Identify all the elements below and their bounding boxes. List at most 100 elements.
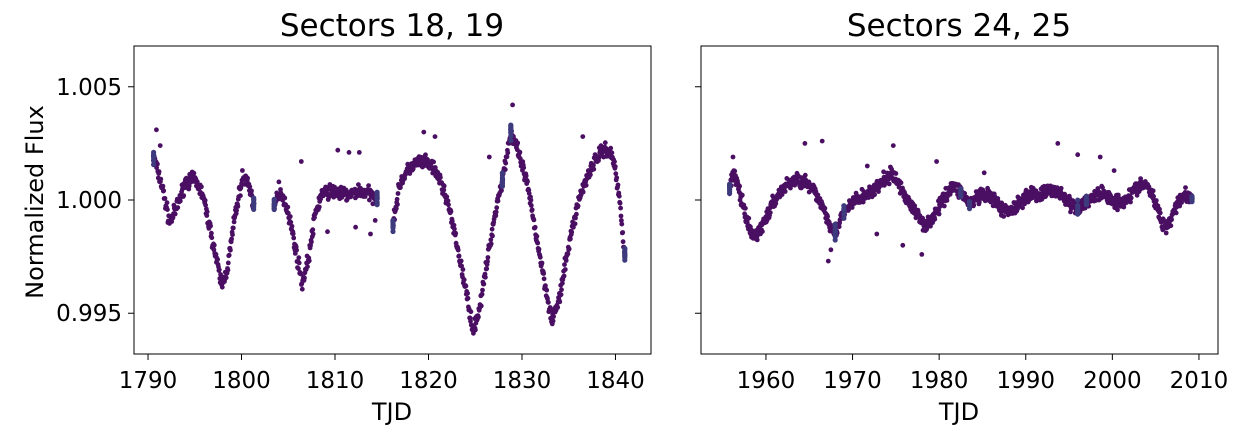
data-point bbox=[247, 184, 253, 190]
data-point bbox=[828, 222, 834, 228]
data-point bbox=[559, 287, 564, 293]
data-point bbox=[480, 287, 485, 293]
data-point bbox=[290, 231, 296, 237]
x-tick-label: 1800 bbox=[212, 368, 271, 394]
data-point bbox=[452, 226, 457, 232]
scatter-marks bbox=[727, 138, 1195, 264]
data-point bbox=[531, 217, 537, 223]
data-point bbox=[410, 166, 416, 172]
segment-edge-point bbox=[390, 217, 396, 223]
data-point bbox=[161, 188, 167, 194]
data-point bbox=[316, 204, 322, 210]
data-point bbox=[619, 221, 625, 227]
outlier-point bbox=[421, 129, 427, 135]
data-point bbox=[617, 200, 623, 206]
data-point bbox=[1169, 217, 1174, 223]
data-point bbox=[551, 314, 556, 319]
data-point bbox=[294, 247, 299, 253]
data-point bbox=[1151, 194, 1156, 199]
data-point bbox=[580, 189, 586, 195]
data-point bbox=[194, 179, 200, 185]
segment-edge-point bbox=[832, 237, 838, 243]
data-point bbox=[525, 179, 530, 185]
plot-frame bbox=[133, 45, 652, 355]
data-point bbox=[825, 214, 830, 220]
segment-edge-point bbox=[499, 179, 505, 185]
segment-edge-point bbox=[841, 206, 847, 212]
y-axis-label: Normalized Flux bbox=[21, 105, 49, 299]
data-point bbox=[541, 271, 547, 276]
data-point bbox=[199, 184, 204, 190]
data-point bbox=[211, 242, 217, 248]
data-point bbox=[1020, 205, 1025, 211]
data-point bbox=[558, 292, 564, 297]
data-point bbox=[191, 170, 197, 176]
data-point bbox=[754, 237, 760, 243]
segment-edge-point bbox=[151, 162, 157, 168]
segment-edge-point bbox=[622, 252, 628, 258]
data-point bbox=[158, 176, 164, 182]
data-point bbox=[517, 149, 523, 155]
data-point bbox=[620, 230, 626, 235]
data-point bbox=[226, 252, 232, 258]
data-point bbox=[494, 205, 500, 211]
segment-edge-point bbox=[499, 175, 505, 181]
data-point bbox=[881, 169, 886, 175]
segment-edge-point bbox=[374, 200, 380, 206]
outlier-point bbox=[353, 224, 358, 230]
data-point bbox=[503, 160, 509, 166]
data-point bbox=[458, 258, 464, 264]
data-point bbox=[305, 264, 310, 270]
data-point bbox=[245, 175, 251, 181]
data-point bbox=[941, 203, 947, 209]
data-point bbox=[204, 213, 210, 218]
data-point bbox=[886, 181, 892, 187]
data-point bbox=[216, 267, 222, 273]
data-point bbox=[488, 241, 494, 247]
data-point bbox=[612, 159, 617, 165]
data-point bbox=[591, 162, 596, 168]
data-point bbox=[473, 327, 478, 333]
data-point bbox=[619, 218, 624, 223]
data-point bbox=[614, 175, 620, 181]
segment-edge-point bbox=[1189, 195, 1195, 201]
data-point bbox=[476, 314, 481, 320]
data-point bbox=[523, 173, 529, 179]
data-point bbox=[230, 225, 236, 231]
data-point bbox=[484, 266, 490, 272]
data-point bbox=[229, 236, 235, 242]
data-point bbox=[860, 199, 866, 205]
x-tick-label: 1980 bbox=[910, 368, 969, 394]
segment-edge-point bbox=[622, 257, 628, 263]
data-point bbox=[561, 273, 567, 279]
segment-edge-point bbox=[151, 154, 157, 160]
x-tick-label: 1970 bbox=[823, 368, 882, 394]
segment-edge-point bbox=[958, 188, 964, 194]
data-point bbox=[309, 239, 314, 245]
data-point bbox=[461, 277, 467, 283]
data-point bbox=[541, 276, 547, 282]
data-point bbox=[306, 258, 312, 264]
data-point bbox=[560, 280, 565, 286]
outlier-point bbox=[890, 143, 896, 149]
data-point bbox=[485, 259, 490, 264]
x-axis-label: TJD bbox=[938, 398, 979, 426]
data-point bbox=[170, 215, 176, 221]
data-point bbox=[526, 191, 532, 196]
axis-ticks: 1790 1800 1810 1820 1830 1840 0.995 1.000 1.005 bbox=[56, 75, 645, 394]
data-point bbox=[569, 229, 575, 235]
data-point bbox=[230, 232, 235, 238]
segment-edge-point bbox=[499, 183, 505, 189]
outlier-point bbox=[298, 159, 304, 164]
data-point bbox=[583, 182, 589, 188]
data-point bbox=[876, 189, 881, 195]
data-point bbox=[395, 191, 401, 196]
data-point bbox=[529, 207, 535, 213]
data-point bbox=[746, 215, 752, 221]
data-point bbox=[493, 209, 499, 215]
data-point bbox=[249, 188, 254, 194]
x-tick-label: 1830 bbox=[493, 368, 552, 394]
data-point bbox=[449, 218, 455, 224]
